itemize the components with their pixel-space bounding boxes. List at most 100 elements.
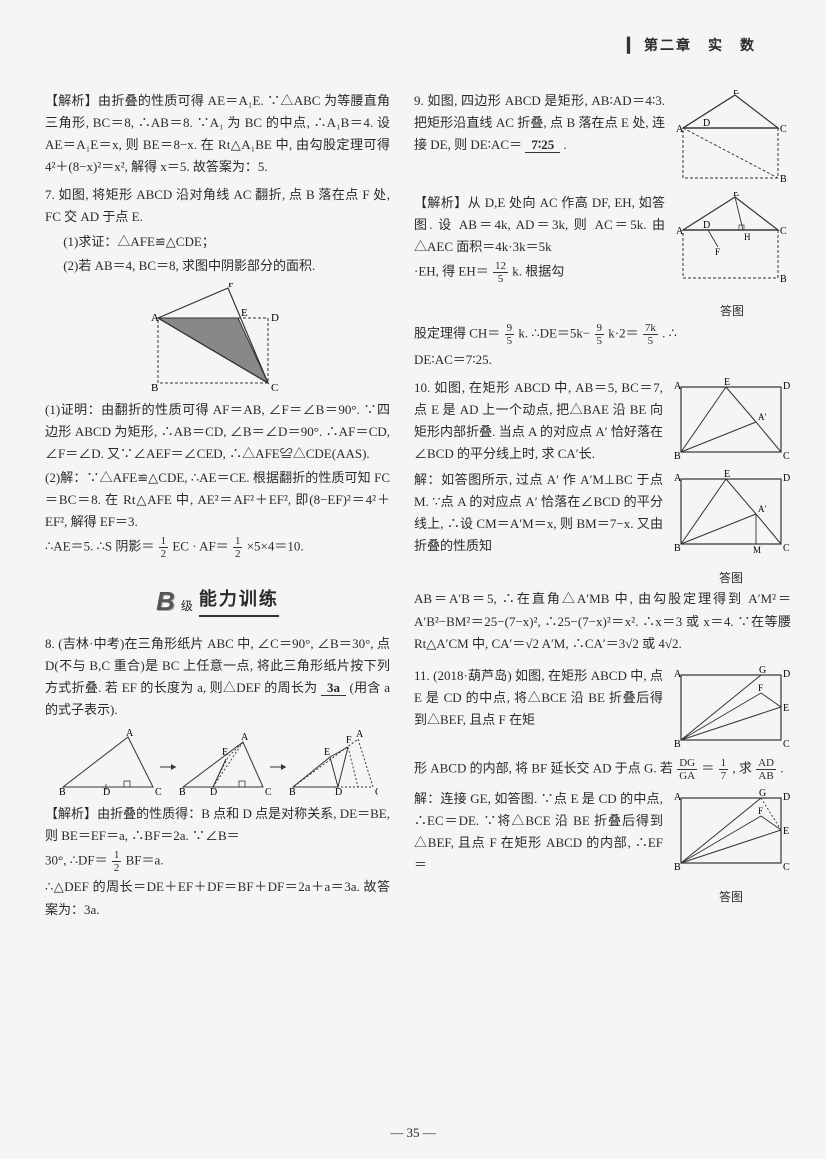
- svg-text:E: E: [222, 747, 228, 758]
- solution-6-text: 【解析】由折叠的性质可得 AE＝A₁E. ∵△ABC 为等腰直角三角形, BC＝…: [45, 90, 390, 178]
- svg-text:B: B: [179, 787, 186, 797]
- frac-half-2: 12: [233, 535, 243, 560]
- solution-11-row: 解：连接 GE, 如答图. ∵点 E 是 CD 的中点, ∴EC＝DE. ∵将△…: [414, 788, 791, 907]
- svg-text:F: F: [346, 735, 352, 746]
- problem-7: 7. 如图, 将矩形 ABCD 沿对角线 AC 翻折, 点 B 落在点 F 处,…: [45, 184, 390, 276]
- solution-9-row: 【解析】从 D,E 处向 AC 作高 DF, EH, 如答图. 设 AB＝4k,…: [414, 192, 791, 321]
- p11-b-mid: ＝: [701, 760, 714, 775]
- svg-text:F: F: [758, 683, 763, 693]
- frac-half-1: 12: [159, 535, 169, 560]
- svg-text:B: B: [780, 174, 787, 185]
- p11-b-end: .: [780, 760, 783, 775]
- figure-9: A E C B D: [673, 90, 791, 192]
- banner-sub: 级: [181, 596, 193, 616]
- solution-11-text: 解：连接 GE, 如答图. ∵点 E 是 CD 的中点, ∴EC＝DE. ∵将△…: [414, 788, 663, 907]
- svg-text:E: E: [733, 192, 739, 199]
- header-bar: ▎: [627, 39, 640, 54]
- section-banner-b: B 级 能力训练: [45, 579, 390, 623]
- s9-d: DE∶AC＝7∶25.: [414, 349, 791, 371]
- chapter-header-text: 第二章 实 数: [644, 39, 756, 54]
- svg-text:D: D: [783, 669, 790, 680]
- svg-text:A: A: [676, 124, 684, 135]
- svg-text:C: C: [783, 862, 790, 873]
- right-column: 9. 如图, 四边形 ABCD 是矩形, AB∶AD＝4∶3. 把矩形沿直线 A…: [414, 90, 791, 927]
- svg-text:C: C: [783, 739, 790, 750]
- svg-text:D: D: [703, 118, 710, 129]
- p9-stem-b: .: [564, 137, 567, 152]
- p11-stem-a: 11. (2018·葫芦岛) 如图, 在矩形 ABCD 中, 点 E 是 CD …: [414, 665, 663, 731]
- svg-text:A: A: [356, 729, 364, 740]
- svg-text:A: A: [241, 732, 249, 743]
- banner-title: 能力训练: [199, 584, 279, 618]
- problem-9-text: 9. 如图, 四边形 ABCD 是矩形, AB∶AD＝4∶3. 把矩形沿直线 A…: [414, 90, 665, 192]
- svg-text:D: D: [783, 792, 790, 803]
- figure-11-ans: A G D B C E F 答图: [671, 788, 791, 907]
- svg-text:D: D: [271, 312, 279, 324]
- svg-text:B: B: [59, 787, 66, 797]
- p9-answer: 7∶25: [525, 137, 560, 153]
- svg-text:C: C: [783, 543, 790, 554]
- s9-c-post: . ∴: [662, 325, 677, 340]
- svg-text:D: D: [210, 787, 217, 797]
- problem-11-row: 11. (2018·葫芦岛) 如图, 在矩形 ABCD 中, 点 E 是 CD …: [414, 665, 791, 757]
- fig11-caption: 答图: [671, 887, 791, 907]
- solution-7-part2a: (2)解：∵△AFE≌△CDE, ∴AE＝CE. 根据翻折的性质可知 FC＝BC…: [45, 467, 390, 533]
- p11-b-post: , 求: [732, 760, 752, 775]
- solution-9-cont: 股定理得 CH＝ 95 k. ∴DE＝5k− 95 k·2＝ 7k5 . ∴ D…: [414, 322, 791, 371]
- figure-10-ans: A E D B C A′ M 答图: [671, 469, 791, 588]
- svg-text:A: A: [674, 473, 682, 484]
- chapter-header: ▎ 第二章 实 数: [627, 35, 756, 59]
- s9-b-post: k. 根据勾: [512, 264, 564, 279]
- frac-9-5a: 95: [505, 322, 515, 347]
- solution-7: (1)证明：由翻折的性质可得 AF＝AB, ∠F＝∠B＝90°. ∵四边形 AB…: [45, 399, 390, 561]
- problem-10-text: 10. 如图, 在矩形 ABCD 中, AB＝5, BC＝7, 点 E 是 AD…: [414, 377, 663, 469]
- problem-7-part1: (1)求证：△AFE≌△CDE；: [45, 231, 390, 253]
- svg-text:E: E: [783, 703, 789, 714]
- s10-a: 解：如答图所示, 过点 A′ 作 A′M⊥BC 于点 M. ∵点 A 的对应点 …: [414, 469, 663, 557]
- s7-2b-mid: EC · AF＝: [172, 539, 228, 554]
- problem-11-cont: 形 ABCD 的内部, 将 BF 延长交 AD 于点 G. 若 DGGA ＝ 1…: [414, 757, 791, 782]
- figure-8: A B C D B D C E A: [45, 727, 390, 797]
- s7-2b-post: ×5×4＝10.: [247, 539, 304, 554]
- svg-text:E: E: [324, 747, 330, 758]
- svg-text:F: F: [715, 247, 720, 257]
- s9-b: ·EH, 得 EH＝ 125 k. 根据勾: [414, 260, 665, 285]
- svg-text:D: D: [783, 381, 790, 392]
- s11-a: 解：连接 GE, 如答图. ∵点 E 是 CD 的中点, ∴EC＝DE. ∵将△…: [414, 788, 663, 876]
- solution-8: 【解析】由折叠的性质得：B 点和 D 点是对称关系, DE＝BE, 则 BE＝E…: [45, 803, 390, 921]
- svg-text:B: B: [289, 787, 296, 797]
- s7-2b-pre: ∴AE＝5. ∴S 阴影＝: [45, 539, 154, 554]
- svg-text:C: C: [783, 451, 790, 462]
- s9-c-pre: 股定理得 CH＝: [414, 325, 500, 340]
- svg-text:A′: A′: [758, 504, 766, 514]
- s9-c-mid: k. ∴DE＝5k−: [518, 325, 590, 340]
- page-number: — 35 —: [0, 1122, 826, 1144]
- svg-text:C: C: [780, 124, 787, 135]
- solution-6: 【解析】由折叠的性质可得 AE＝A₁E. ∵△ABC 为等腰直角三角形, BC＝…: [45, 90, 390, 178]
- svg-text:F: F: [758, 806, 763, 816]
- svg-text:B: B: [674, 739, 681, 750]
- svg-text:G: G: [759, 788, 766, 799]
- s8-b-post: BF＝a.: [126, 853, 164, 868]
- svg-text:D: D: [703, 220, 710, 231]
- svg-text:A: A: [674, 381, 682, 392]
- frac-9-5b: 95: [595, 322, 605, 347]
- svg-text:B: B: [674, 862, 681, 873]
- fig9-caption: 答图: [673, 301, 791, 321]
- figure-11: A G D B C E F: [671, 665, 791, 757]
- s8-b-pre: 30°, ∴DF＝: [45, 853, 108, 868]
- svg-text:A: A: [674, 669, 682, 680]
- s9-b-pre: ·EH, 得 EH＝: [414, 264, 489, 279]
- solution-10-cont: AB＝A′B＝5, ∴在直角△A′MB 中, 由勾股定理得到 A′M²＝A′B²…: [414, 588, 791, 654]
- problem-9-stem: 9. 如图, 四边形 ABCD 是矩形, AB∶AD＝4∶3. 把矩形沿直线 A…: [414, 90, 665, 156]
- solution-10-text: 解：如答图所示, 过点 A′ 作 A′M⊥BC 于点 M. ∵点 A 的对应点 …: [414, 469, 663, 588]
- figure-9-ans: A E C B D H F 答图: [673, 192, 791, 321]
- problem-9-row: 9. 如图, 四边形 ABCD 是矩形, AB∶AD＝4∶3. 把矩形沿直线 A…: [414, 90, 791, 192]
- problem-7-stem: 7. 如图, 将矩形 ABCD 沿对角线 AC 翻折, 点 B 落在点 F 处,…: [45, 184, 390, 228]
- solution-8-a: 【解析】由折叠的性质得：B 点和 D 点是对称关系, DE＝BE, 则 BE＝E…: [45, 803, 390, 847]
- solution-8-c: ∴△DEF 的周长＝DE＋EF＋DF＝BF＋DF＝2a＋a＝3a. 故答案为：3…: [45, 876, 390, 920]
- problem-8: 8. (吉林·中考)在三角形纸片 ABC 中, ∠C＝90°, ∠B＝30°, …: [45, 633, 390, 721]
- p11-b-pre: 形 ABCD 的内部, 将 BF 延长交 AD 于点 G. 若: [414, 760, 673, 775]
- solution-10-row: 解：如答图所示, 过点 A′ 作 A′M⊥BC 于点 M. ∵点 A 的对应点 …: [414, 469, 791, 588]
- svg-text:B: B: [780, 274, 787, 285]
